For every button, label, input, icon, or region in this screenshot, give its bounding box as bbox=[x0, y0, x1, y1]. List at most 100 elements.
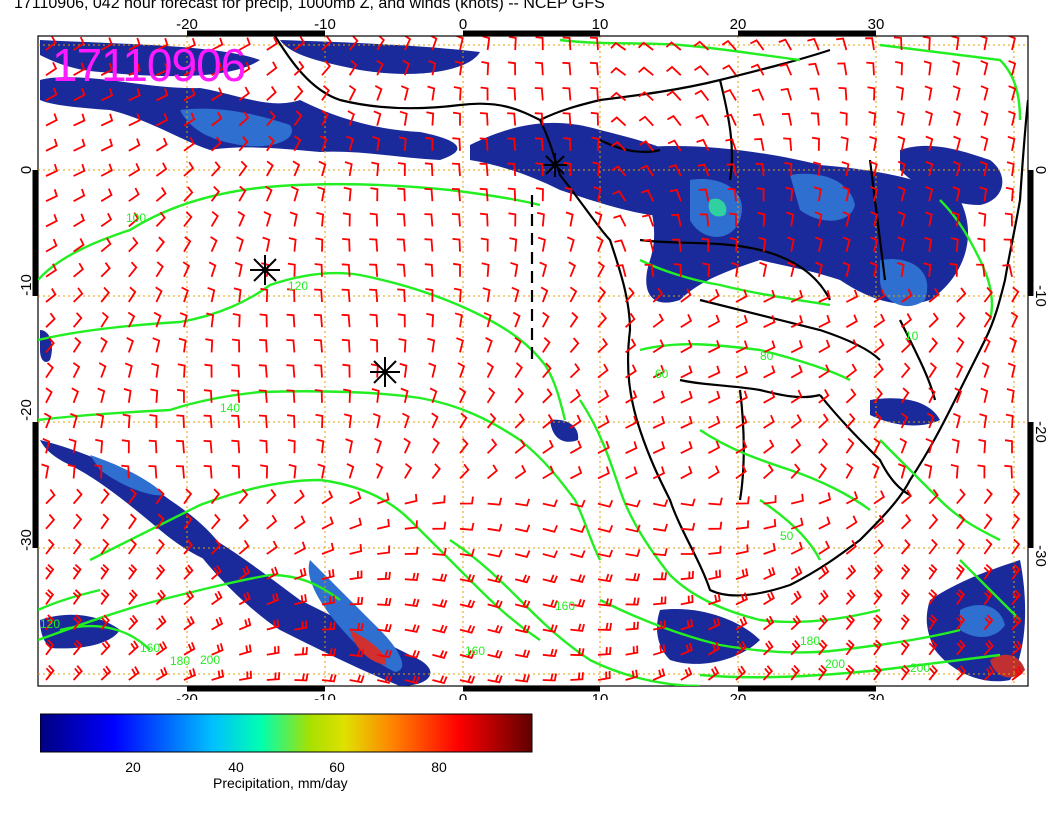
wind-barb bbox=[562, 61, 572, 76]
wind-barb bbox=[397, 162, 406, 177]
wind-barb bbox=[925, 160, 934, 177]
wind-barb bbox=[155, 137, 168, 152]
wind-barb bbox=[210, 210, 219, 227]
wind-barb bbox=[950, 237, 959, 252]
wind-barb bbox=[396, 213, 406, 227]
wind-barb bbox=[231, 439, 241, 454]
wind-barb bbox=[515, 498, 530, 507]
wind-barb bbox=[950, 464, 959, 479]
wind-barb bbox=[372, 412, 381, 429]
map-svg: 100 120 140 160 180 200 120 160 160 180 … bbox=[18, 16, 1049, 708]
wind-barb bbox=[266, 135, 275, 152]
wind-barb bbox=[238, 565, 251, 580]
wind-barb bbox=[735, 365, 748, 379]
wind-barb bbox=[100, 262, 111, 278]
wind-barb bbox=[597, 670, 611, 681]
wind-barb bbox=[459, 463, 470, 480]
wind-barb bbox=[73, 213, 86, 228]
wind-barb bbox=[128, 187, 140, 202]
wind-barb bbox=[259, 313, 268, 328]
wind-barb bbox=[343, 186, 352, 202]
wind-barb bbox=[625, 645, 639, 656]
wind-barb bbox=[535, 162, 544, 177]
wind-barb bbox=[640, 164, 654, 177]
wind-barb bbox=[294, 594, 307, 606]
wind-barb bbox=[349, 622, 364, 632]
wind-barb bbox=[45, 213, 58, 228]
asterisk-marker-2 bbox=[370, 357, 400, 387]
wind-barb bbox=[341, 313, 351, 328]
wind-barb bbox=[809, 87, 820, 101]
lat-labels-right: 0 -10 -20 -30 bbox=[1032, 166, 1049, 567]
wind-barb bbox=[845, 413, 856, 429]
wind-barb bbox=[897, 236, 906, 252]
wind-barb bbox=[155, 112, 169, 127]
wind-barb bbox=[845, 388, 857, 404]
wind-barb bbox=[238, 160, 248, 177]
wind-barb bbox=[428, 362, 437, 378]
wind-barb bbox=[983, 488, 993, 505]
wind-barb bbox=[100, 538, 110, 555]
wind-barb bbox=[845, 462, 854, 479]
wind-barb bbox=[73, 62, 86, 76]
wind-barb bbox=[176, 439, 185, 454]
wind-barb bbox=[597, 312, 608, 328]
wind-barb bbox=[735, 289, 748, 303]
wind-barb bbox=[708, 340, 721, 354]
wind-barb bbox=[983, 286, 993, 303]
wind-barb bbox=[897, 186, 906, 202]
wind-barb bbox=[321, 569, 335, 581]
wind-barb bbox=[459, 438, 469, 454]
wind-barb bbox=[666, 90, 682, 102]
wind-barb bbox=[752, 113, 765, 126]
wind-barb bbox=[429, 387, 438, 404]
wind-barb bbox=[666, 114, 682, 127]
lon-tick-label: 10 bbox=[592, 691, 609, 700]
wind-barb bbox=[592, 161, 601, 177]
wind-barb bbox=[318, 160, 327, 177]
wind-barb bbox=[507, 162, 517, 177]
wind-barb bbox=[459, 599, 476, 609]
wind-barb bbox=[900, 664, 910, 681]
wind-barb bbox=[155, 162, 168, 177]
wind-barb bbox=[597, 646, 612, 656]
wind-barb bbox=[238, 86, 250, 102]
contour-label: 160 bbox=[140, 641, 160, 655]
wind-barb bbox=[873, 412, 882, 429]
wind-barb bbox=[594, 211, 603, 227]
wind-barb bbox=[319, 135, 328, 152]
wind-barb bbox=[425, 288, 434, 302]
wind-barb bbox=[377, 597, 392, 607]
wind-barb bbox=[762, 640, 774, 656]
wind-barb bbox=[536, 211, 545, 227]
wind-barb bbox=[100, 614, 110, 631]
wind-barb bbox=[652, 668, 666, 681]
lon-tick-label: 30 bbox=[868, 691, 885, 700]
wind-barb bbox=[535, 187, 544, 202]
wind-barb bbox=[458, 387, 467, 404]
wind-barb bbox=[597, 415, 610, 429]
wind-barb bbox=[45, 163, 58, 177]
wind-barb bbox=[1008, 60, 1017, 76]
wind-barb bbox=[784, 162, 793, 177]
wind-barb bbox=[811, 136, 820, 151]
wind-barb bbox=[790, 541, 803, 555]
wind-barb bbox=[1008, 85, 1017, 101]
wind-barb bbox=[708, 390, 721, 404]
wind-barb bbox=[266, 514, 278, 530]
wind-barb bbox=[266, 85, 277, 102]
wind-barb bbox=[128, 564, 138, 580]
wind-barb bbox=[980, 110, 989, 126]
wind-barb bbox=[288, 463, 297, 479]
wind-barb bbox=[956, 538, 965, 555]
wind-barb bbox=[818, 289, 831, 303]
wind-barb bbox=[979, 161, 988, 177]
wind-barb bbox=[155, 513, 165, 530]
wind-barb bbox=[289, 211, 298, 227]
wind-barb bbox=[928, 614, 938, 631]
wind-barb bbox=[152, 337, 161, 353]
wind-barb bbox=[569, 286, 578, 303]
wind-barb bbox=[597, 389, 610, 404]
wind-barb bbox=[624, 312, 636, 328]
wind-barb bbox=[314, 288, 323, 303]
